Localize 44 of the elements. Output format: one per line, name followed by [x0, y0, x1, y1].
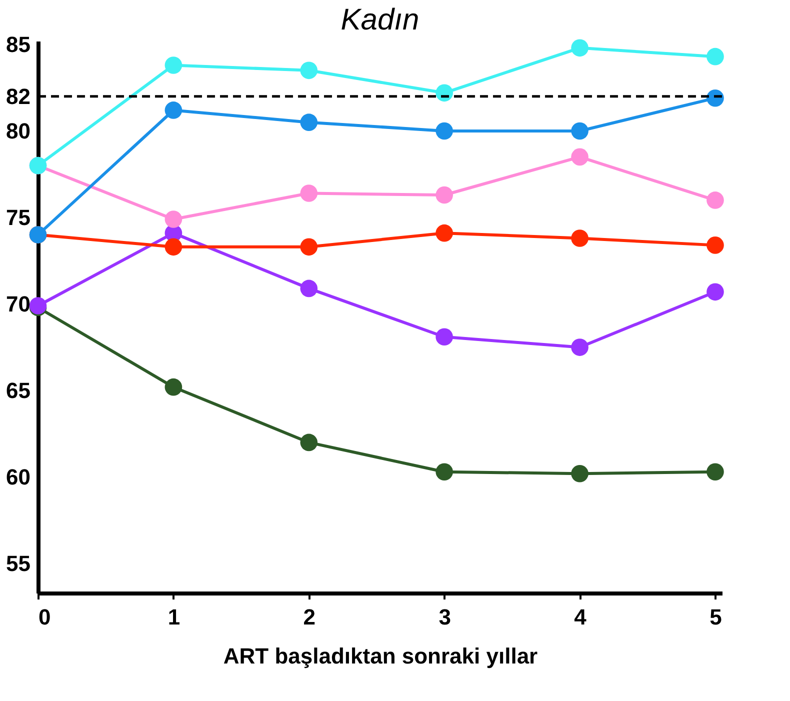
- x-tick-label: 3: [438, 604, 451, 630]
- point: [706, 236, 724, 254]
- point: [571, 148, 588, 166]
- x-axis-title: ART başladıktan sonraki yıllar: [223, 644, 538, 668]
- point: [706, 192, 724, 209]
- x-tick-label: 1: [168, 604, 180, 630]
- point: [436, 186, 453, 204]
- y-tick-label: 80: [6, 118, 30, 144]
- point: [300, 114, 318, 131]
- point: [436, 122, 453, 140]
- chart-title: Kadın: [340, 3, 420, 36]
- x-tick-label: 0: [38, 604, 51, 630]
- point: [706, 48, 724, 66]
- x-tick-label: 4: [574, 604, 588, 630]
- point: [300, 62, 318, 80]
- point: [436, 84, 453, 102]
- point: [164, 102, 182, 119]
- y-tick-label: 70: [6, 292, 30, 317]
- point: [706, 463, 724, 481]
- x-tick-label: 2: [303, 604, 316, 630]
- point: [436, 224, 453, 242]
- y-tick-label: 60: [6, 464, 30, 490]
- point: [164, 378, 182, 396]
- point: [706, 283, 724, 301]
- point: [571, 464, 588, 482]
- point: [300, 280, 318, 298]
- y-tick-label: 55: [6, 551, 30, 576]
- point: [300, 434, 318, 452]
- point: [571, 39, 588, 57]
- point: [300, 184, 318, 202]
- point: [164, 238, 182, 256]
- point: [571, 122, 588, 140]
- x-tick-label: 5: [710, 604, 722, 630]
- point: [164, 56, 182, 74]
- point: [571, 338, 588, 356]
- y-tick-label: 82: [6, 84, 30, 109]
- point: [300, 238, 318, 256]
- y-tick-label: 85: [6, 32, 30, 57]
- point: [436, 328, 453, 346]
- point: [571, 230, 588, 247]
- y-tick-label: 65: [6, 378, 30, 404]
- point: [164, 210, 182, 228]
- point: [436, 463, 453, 481]
- y-tick-label: 75: [6, 205, 30, 230]
